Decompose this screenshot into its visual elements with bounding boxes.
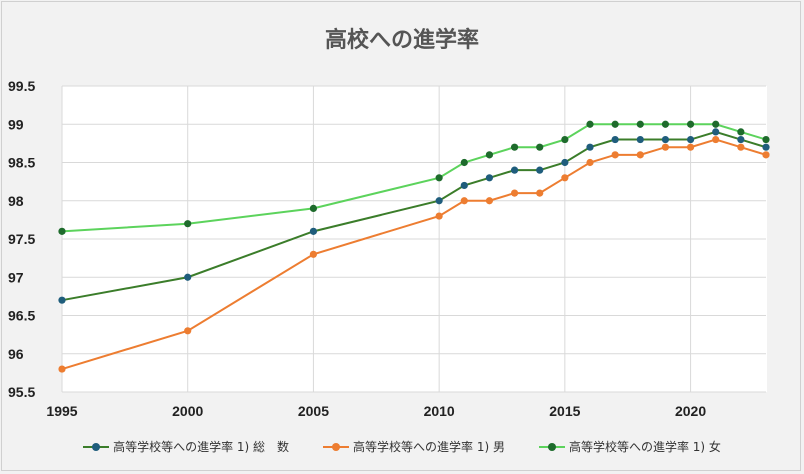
data-point xyxy=(485,151,494,159)
data-point xyxy=(309,250,318,258)
data-point xyxy=(611,151,619,159)
data-point xyxy=(586,120,594,128)
x-tick-label: 2005 xyxy=(298,403,329,419)
legend-swatch xyxy=(83,442,110,452)
data-point xyxy=(712,135,720,144)
legend-item: 高等学校等への進学率 1) 総 数 xyxy=(83,438,289,455)
data-point xyxy=(510,166,519,174)
x-tick-label: 2020 xyxy=(675,403,706,419)
data-point xyxy=(661,120,670,128)
data-point xyxy=(184,273,192,281)
x-tick-label: 2010 xyxy=(424,403,455,419)
data-point xyxy=(686,120,695,128)
x-tick-label: 2015 xyxy=(549,403,580,419)
data-point xyxy=(460,181,468,190)
y-tick-label: 99 xyxy=(8,116,24,132)
legend-swatch xyxy=(538,442,565,452)
data-point xyxy=(636,120,644,128)
data-point xyxy=(435,197,443,205)
x-tick-label: 2000 xyxy=(172,403,203,419)
data-point xyxy=(636,135,644,144)
legend: 高等学校等への進学率 1) 総 数 高等学校等への進学率 1) 男 高等学校等への進… xyxy=(0,438,804,455)
data-point xyxy=(636,151,644,159)
data-point xyxy=(712,120,720,128)
data-point xyxy=(184,220,192,228)
legend-swatch xyxy=(323,442,350,452)
data-point xyxy=(737,143,745,151)
data-point xyxy=(686,135,695,144)
data-point xyxy=(536,143,544,151)
legend-label: 高等学校等への進学率 1) 男 xyxy=(353,440,505,454)
data-point xyxy=(536,189,544,197)
y-tick-label: 96 xyxy=(8,346,24,362)
legend-item: 高等学校等への進学率 1) 男 xyxy=(323,438,505,455)
y-tick-label: 98.5 xyxy=(8,155,35,171)
data-point xyxy=(561,135,569,144)
legend-item: 高等学校等への進学率 1) 女 xyxy=(538,438,721,455)
data-point xyxy=(485,197,494,205)
data-point xyxy=(309,204,318,212)
chart-title: 高校への進学率 xyxy=(324,28,479,53)
data-point xyxy=(460,197,468,205)
data-point xyxy=(586,158,594,167)
data-point xyxy=(510,189,519,197)
data-point xyxy=(712,128,720,136)
data-point xyxy=(510,143,519,151)
data-point xyxy=(762,143,770,151)
data-point xyxy=(737,128,745,136)
data-point xyxy=(184,327,192,335)
legend-label: 高等学校等への進学率 1) 総 数 xyxy=(113,440,290,454)
x-tick-label: 1995 xyxy=(46,403,77,419)
data-point xyxy=(611,135,619,144)
y-tick-label: 95.5 xyxy=(8,384,35,400)
y-tick-label: 97 xyxy=(8,269,24,285)
data-point xyxy=(661,143,670,151)
data-point xyxy=(58,296,66,304)
data-point xyxy=(58,365,66,373)
data-point xyxy=(661,135,670,144)
data-point xyxy=(435,212,443,220)
data-point xyxy=(561,158,569,167)
y-tick-label: 98 xyxy=(8,193,24,209)
data-point xyxy=(561,174,569,182)
data-point xyxy=(762,151,770,159)
y-tick-label: 99.5 xyxy=(8,78,35,94)
data-point xyxy=(536,166,544,174)
data-point xyxy=(762,135,770,144)
data-point xyxy=(737,135,745,144)
data-point xyxy=(586,143,594,151)
data-point xyxy=(460,158,468,167)
data-point xyxy=(58,227,66,235)
data-point xyxy=(435,174,443,182)
y-tick-label: 96.5 xyxy=(8,308,35,324)
data-point xyxy=(485,174,494,182)
data-point xyxy=(309,227,318,235)
legend-label: 高等学校等への進学率 1) 女 xyxy=(568,440,721,454)
y-tick-label: 97.5 xyxy=(8,231,35,247)
data-point xyxy=(611,120,619,128)
data-point xyxy=(686,143,695,151)
